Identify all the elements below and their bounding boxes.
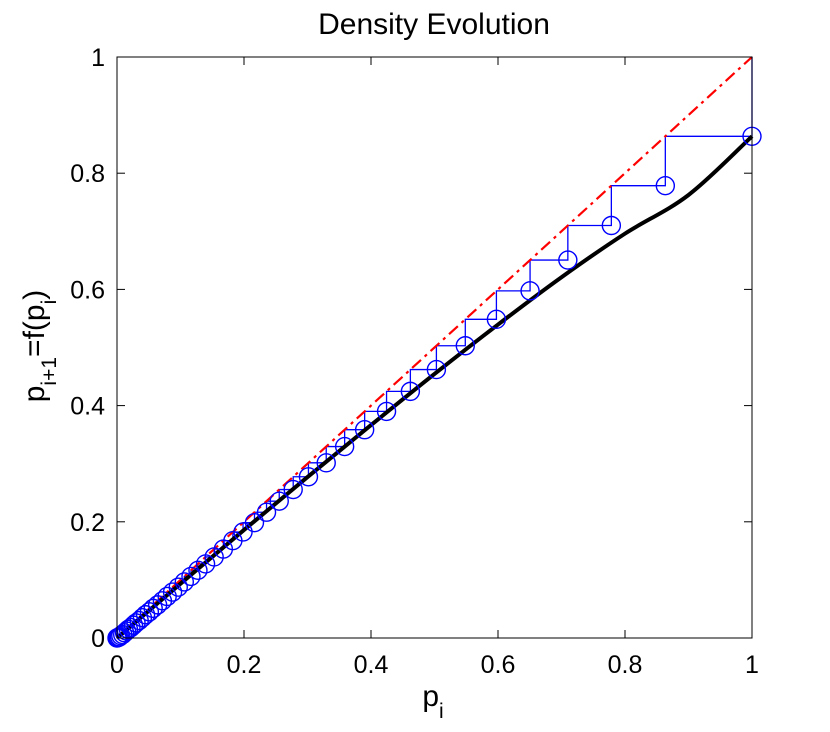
iteration-marker: [426, 359, 447, 380]
iteration-marker: [256, 502, 277, 522]
y-axis-label-part: i: [38, 300, 61, 305]
y-axis-label-part: ): [18, 290, 51, 300]
x-tick-label: 0.8: [608, 651, 643, 679]
iteration-marker: [269, 491, 289, 511]
iteration-marker: [455, 336, 475, 356]
iteration-marker: [113, 624, 133, 645]
iteration-marker: [520, 281, 540, 301]
y-tick-label: 0.6: [70, 276, 105, 304]
y-tick-label: 1: [91, 44, 105, 72]
x-tick-label: 1: [745, 651, 759, 679]
iteration-marker: [354, 420, 375, 440]
x-tick-label: 0.4: [354, 651, 389, 679]
x-tick-label: 0.2: [227, 651, 262, 679]
x-axis-label: pi: [422, 680, 443, 723]
tick-layer: 0 0.2 0.4 0.6 0.8 1 0 0.2 0.4 0.6 0.8 1: [70, 44, 759, 679]
iteration-marker: [601, 215, 622, 236]
x-axis-label-subscript: i: [439, 700, 444, 723]
chart-title: Density Evolution: [318, 8, 550, 41]
iteration-marker: [195, 554, 216, 574]
iteration-marker: [655, 175, 676, 196]
y-tick-label: 0.4: [70, 393, 105, 421]
y-axis-label-part: p: [18, 386, 51, 403]
iteration-marker: [111, 625, 131, 646]
iteration-marker: [376, 401, 397, 422]
y-axis-label-part: =f(p: [18, 304, 51, 357]
iteration-marker: [316, 453, 336, 473]
x-tick-label: 0.6: [481, 651, 516, 679]
x-axis-label-main: p: [422, 680, 439, 713]
iteration-marker: [298, 467, 319, 487]
y-tick-label: 0.2: [70, 509, 105, 537]
series-layer: [107, 56, 762, 648]
y-axis-label-part: i+1: [38, 357, 61, 386]
iteration-marker: [181, 566, 201, 587]
axes-frame: [116, 56, 753, 639]
iteration-marker: [558, 250, 578, 270]
density-curve: [115, 134, 754, 640]
iteration-marker: [188, 560, 208, 581]
iteration-marker: [486, 309, 507, 330]
x-tick-label: 0: [110, 651, 124, 679]
y-tick-label: 0: [91, 625, 105, 653]
identity-line: [116, 56, 753, 639]
iteration-marker: [334, 436, 355, 457]
y-axis-label: pi+1=f(pi): [18, 290, 61, 403]
iteration-marker: [283, 479, 303, 500]
y-tick-label: 0.8: [70, 160, 105, 188]
iteration-marker: [174, 572, 195, 592]
iteration-marker: [400, 381, 421, 402]
